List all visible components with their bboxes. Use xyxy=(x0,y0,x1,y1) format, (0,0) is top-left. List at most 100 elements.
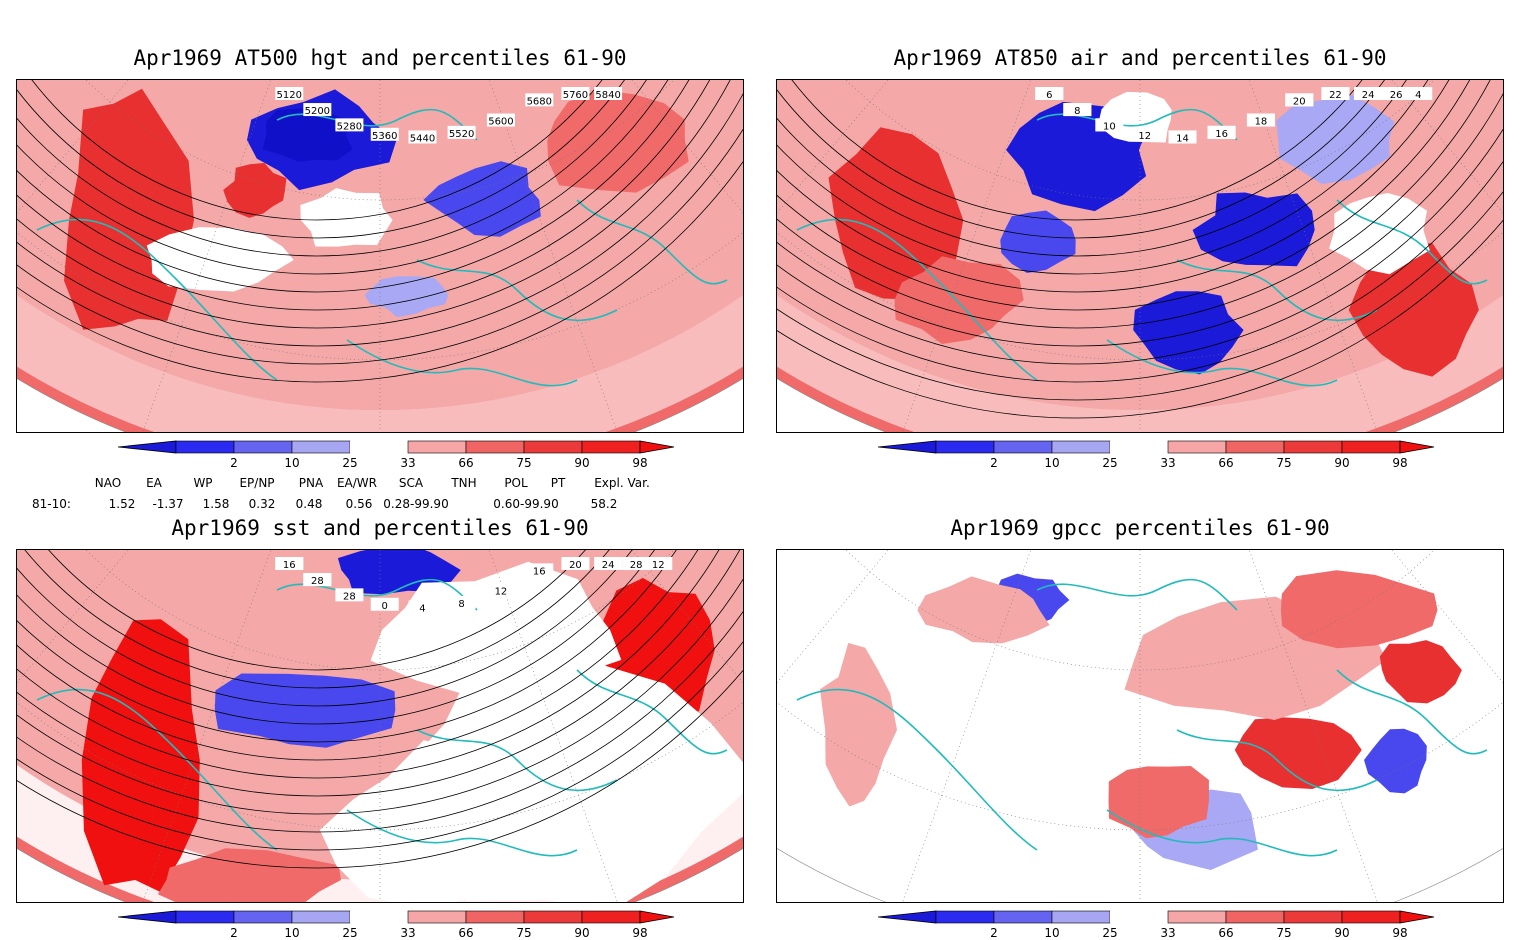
panel-title-gpcc: Apr1969 gpcc percentiles 61-90 xyxy=(950,516,1330,540)
shading-area xyxy=(820,642,897,807)
contour-line xyxy=(17,550,743,869)
shading-area xyxy=(1000,210,1076,273)
contour-label: 5600 xyxy=(488,117,513,128)
shading-area xyxy=(81,619,200,892)
colorbar-swatch xyxy=(1283,440,1343,454)
contour-label: 20 xyxy=(1293,96,1306,107)
contour-line xyxy=(17,80,743,329)
colorbar-tick-label: 98 xyxy=(632,456,648,470)
contour-label: 0 xyxy=(382,601,388,612)
coastline xyxy=(1176,729,1378,792)
contour-label: 28 xyxy=(343,591,356,602)
colorbar-arrow-low xyxy=(877,910,937,924)
shading-area xyxy=(1108,766,1209,839)
colorbar-swatch xyxy=(1225,440,1285,454)
contour-line xyxy=(17,80,743,293)
coastline xyxy=(416,729,618,792)
contour-label-bg xyxy=(1035,87,1064,100)
coastline xyxy=(1106,339,1338,387)
contour-label-bg xyxy=(525,93,554,107)
index-value: 0.56 xyxy=(345,497,373,511)
contour-label-bg xyxy=(447,125,476,139)
index-header: TNH xyxy=(451,476,477,490)
map-layer: -20-18-16-12-10-8-6-4-202468101214161820… xyxy=(777,80,1503,432)
shading-area xyxy=(1234,717,1362,789)
index-header: Expl. Var. xyxy=(594,476,650,490)
colorbar-tick-label: 25 xyxy=(1102,456,1118,470)
index-value: 1.58 xyxy=(202,497,230,511)
contour-label: 5360 xyxy=(372,131,397,142)
contour-label-bg xyxy=(561,557,590,570)
colorbar-tick-label: 33 xyxy=(400,926,416,940)
colorbar-tick-label: 98 xyxy=(1392,456,1408,470)
contour-line xyxy=(17,550,743,815)
colorbar-arrow-high xyxy=(639,910,675,924)
colorbar-tick-label: 10 xyxy=(284,926,300,940)
contour-label-bg xyxy=(303,573,332,587)
contour-line xyxy=(777,80,1438,221)
contour-line xyxy=(777,80,1503,347)
contour-label: 12 xyxy=(1138,131,1151,142)
contour-label: 5200 xyxy=(305,106,330,117)
index-header: POL xyxy=(504,476,528,490)
shading-area xyxy=(1379,640,1462,704)
contour-line xyxy=(777,80,1503,383)
colorbar-swatch xyxy=(581,440,641,454)
contour-label-bg xyxy=(275,557,304,570)
contour-line xyxy=(777,80,1456,239)
index-header: NAO xyxy=(94,476,122,490)
contour-label: 14 xyxy=(1176,133,1189,144)
colorbar-hgt500: 2 10 25 33 66 75 90 98 xyxy=(116,440,676,470)
shading-area xyxy=(917,576,1050,644)
contour-label: 6 xyxy=(1046,90,1052,101)
contour-line xyxy=(17,80,678,221)
colorbar-arrow-low xyxy=(117,440,177,454)
coastline xyxy=(1106,809,1338,857)
colorbar-arrow-low xyxy=(877,440,937,454)
contour-line xyxy=(777,80,1503,365)
colorbar-tick-label: 25 xyxy=(342,456,358,470)
colorbar-arrow-low xyxy=(117,910,177,924)
indices-header-row: NAO EA WP EP/NP PNA EA/WR SCA TNH POL PT… xyxy=(0,475,760,491)
colorbar-tick-label: 33 xyxy=(1160,926,1176,940)
coastline xyxy=(416,259,618,322)
contour-label-bg xyxy=(525,563,554,577)
contour-line xyxy=(777,80,1503,401)
panel-title-air850: Apr1969 AT850 air and percentiles 61-90 xyxy=(893,46,1387,70)
contour-label-bg xyxy=(1404,87,1433,100)
panel-title-hgt500: Apr1969 AT500 hgt and percentiles 61-90 xyxy=(133,46,627,70)
colorbar-tick-label: 90 xyxy=(574,456,590,470)
colorbar-tick-label: 66 xyxy=(458,926,474,940)
index-header: EA/WR xyxy=(336,476,378,490)
contour-label: 4 xyxy=(1415,90,1421,101)
contour-label-bg xyxy=(1382,87,1411,100)
colorbar-swatch xyxy=(350,911,408,923)
contour-label: 5520 xyxy=(449,129,474,140)
contour-line xyxy=(17,550,743,761)
shading-area xyxy=(1348,243,1479,377)
index-value: 0.28-99.90 xyxy=(383,497,449,511)
index-value: 0.48 xyxy=(295,497,323,511)
coastline xyxy=(1336,199,1488,285)
contour-label-bg xyxy=(447,595,476,609)
contour-label: 28 xyxy=(311,576,324,587)
contour-label: 28 xyxy=(630,560,643,571)
contour-label-bg xyxy=(644,557,673,570)
contour-label-bg xyxy=(594,557,623,570)
colorbar-swatch xyxy=(233,440,293,454)
contour-line xyxy=(17,550,743,743)
contour-label-bg xyxy=(594,87,623,100)
contour-label-bg xyxy=(408,130,437,144)
colorbar-tick-label: 75 xyxy=(1276,926,1292,940)
colorbar-swatch xyxy=(350,441,408,453)
colorbar-swatch xyxy=(407,440,467,454)
map-layer xyxy=(777,550,1503,902)
contour-line xyxy=(17,80,732,275)
contour-label: 5280 xyxy=(337,121,362,132)
colorbar-tick-label: 2 xyxy=(230,456,238,470)
colorbar-swatch xyxy=(1341,440,1401,454)
index-value: 0.60-99.90 xyxy=(493,497,559,511)
panel-title-sst: Apr1969 sst and percentiles 61-90 xyxy=(171,516,589,540)
contour-label-bg xyxy=(408,600,437,614)
